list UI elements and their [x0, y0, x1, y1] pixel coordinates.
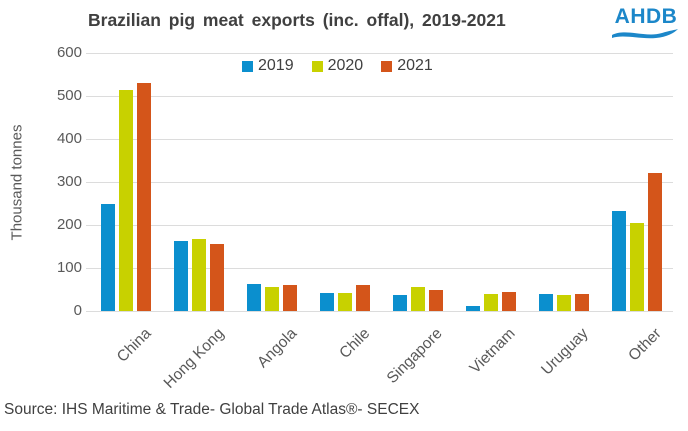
legend-swatch-icon-2019: [242, 60, 253, 72]
bar-group-other: [600, 53, 673, 311]
legend-label-2020: 2020: [327, 57, 364, 74]
bar-uruguay-2020: [556, 295, 571, 311]
legend-swatch-icon-2020: [311, 60, 323, 72]
bar-group-angola: [236, 53, 309, 311]
chart-title: Brazilian pig meat exports (inc. offal),…: [88, 10, 506, 30]
bar-group-hong-kong: [163, 53, 236, 311]
legend-label-2019: 2019: [258, 57, 294, 74]
bar-uruguay-2021: [574, 293, 589, 311]
bar-vietnam-2019: [465, 306, 480, 311]
x-tick-label-other: Other: [625, 325, 665, 365]
bar-other-2019: [611, 211, 626, 311]
bar-angola-2019: [247, 283, 262, 311]
bar-vietnam-2020: [483, 293, 498, 311]
bar-other-2021: [647, 173, 662, 311]
bar-groups: [90, 53, 673, 311]
y-axis-title: Thousand tonnes: [8, 124, 26, 240]
bar-china-2020: [119, 90, 134, 311]
bar-chile-2020: [338, 293, 353, 311]
x-tick-label-angola: Angola: [254, 325, 301, 372]
gridline-0: [86, 310, 673, 312]
x-tick-label-hong-kong: Hong Kong: [160, 325, 228, 392]
legend: 2019 2020 2021: [242, 57, 433, 75]
bar-chile-2021: [356, 285, 371, 311]
y-tick-label-500: 500: [56, 87, 82, 104]
bar-uruguay-2019: [538, 293, 553, 311]
x-tick-label-china: China: [113, 325, 155, 366]
bar-hong-kong-2021: [210, 244, 225, 311]
gridline-300: [86, 181, 673, 183]
y-tick-label-100: 100: [56, 259, 82, 277]
source-note: Source: IHS Maritime & Trade- Global Tra…: [4, 401, 420, 418]
x-tick-label-vietnam: Vietnam: [466, 325, 519, 378]
bar-singapore-2019: [392, 294, 407, 311]
legend-item-2021: 2021: [381, 57, 433, 75]
x-tick-label-uruguay: Uruguay: [538, 325, 592, 379]
bar-other-2020: [629, 222, 644, 311]
bar-hong-kong-2019: [174, 241, 189, 311]
legend-item-2019: 2019: [242, 57, 294, 75]
legend-swatch-icon-2021: [381, 60, 393, 72]
gridline-500: [86, 95, 673, 97]
y-tick-label-600: 600: [56, 44, 82, 61]
plot-area: 2019 2020 2021: [86, 52, 673, 312]
gridline-100: [86, 267, 673, 269]
bar-vietnam-2021: [501, 291, 516, 311]
bar-group-singapore: [382, 53, 455, 311]
bar-angola-2021: [283, 285, 298, 311]
gridline-600: [86, 52, 673, 54]
bar-group-uruguay: [527, 53, 600, 311]
bar-singapore-2021: [428, 289, 443, 311]
y-tick-label-0: 0: [73, 302, 82, 319]
y-tick-label-400: 400: [56, 130, 82, 148]
bar-chile-2019: [320, 292, 335, 311]
bar-singapore-2020: [410, 287, 425, 311]
ahdb-logo: AHDB: [612, 6, 680, 41]
bar-hong-kong-2020: [192, 239, 207, 311]
bar-china-2021: [137, 82, 152, 311]
bar-group-china: [90, 53, 163, 311]
legend-label-2021: 2021: [397, 57, 433, 74]
legend-item-2020: 2020: [311, 57, 364, 75]
gridline-200: [86, 224, 673, 226]
x-tick-label-singapore: Singapore: [383, 325, 446, 387]
y-tick-label-200: 200: [56, 216, 82, 234]
y-axis-ticks: 0 100 200 300 400 500 600: [36, 44, 82, 319]
y-tick-label-300: 300: [56, 173, 82, 190]
ahdb-logo-text: AHDB: [614, 5, 678, 28]
y-axis-title-wrap: Thousand tonnes: [6, 53, 28, 311]
bar-group-chile: [309, 53, 382, 311]
x-axis-labels: China Hong Kong Angola Chile Singapore Vietna…: [90, 311, 673, 396]
x-tick-label-chile: Chile: [336, 325, 374, 363]
bar-angola-2020: [265, 287, 280, 311]
ahdb-logo-swoosh-icon: [612, 29, 678, 39]
bar-group-vietnam: [454, 53, 527, 311]
bar-china-2019: [101, 203, 116, 311]
gridline-400: [86, 138, 673, 140]
